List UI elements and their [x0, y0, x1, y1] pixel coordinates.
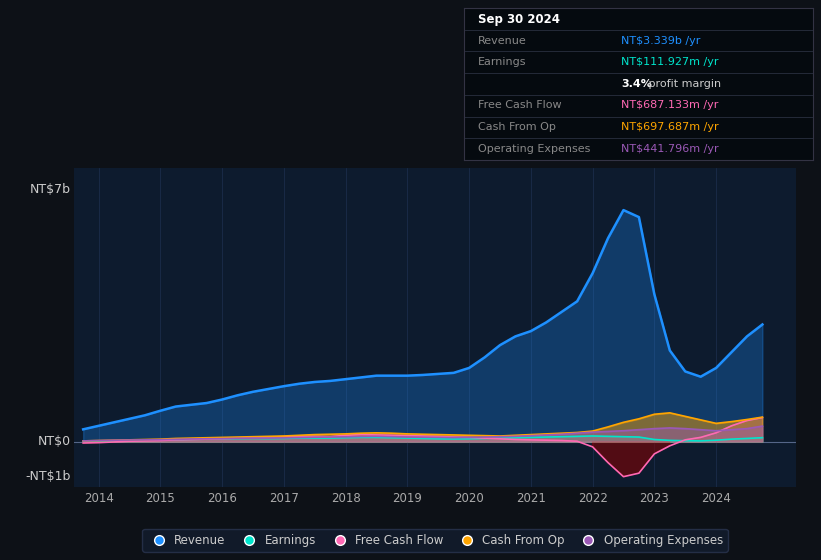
Text: Sep 30 2024: Sep 30 2024 [478, 13, 560, 26]
Text: Cash From Op: Cash From Op [478, 122, 556, 132]
Text: Operating Expenses: Operating Expenses [478, 144, 590, 154]
Text: NT$111.927m /yr: NT$111.927m /yr [621, 57, 718, 67]
Text: NT$3.339b /yr: NT$3.339b /yr [621, 36, 700, 46]
Text: NT$7b: NT$7b [30, 183, 71, 196]
Text: NT$441.796m /yr: NT$441.796m /yr [621, 144, 718, 154]
Text: -NT$1b: -NT$1b [25, 470, 71, 483]
Text: NT$697.687m /yr: NT$697.687m /yr [621, 122, 718, 132]
Text: Free Cash Flow: Free Cash Flow [478, 100, 562, 110]
Text: profit margin: profit margin [645, 79, 722, 89]
Text: NT$0: NT$0 [38, 435, 71, 448]
Text: Earnings: Earnings [478, 57, 526, 67]
Text: NT$687.133m /yr: NT$687.133m /yr [621, 100, 718, 110]
Legend: Revenue, Earnings, Free Cash Flow, Cash From Op, Operating Expenses: Revenue, Earnings, Free Cash Flow, Cash … [143, 529, 727, 552]
Text: 3.4%: 3.4% [621, 79, 652, 89]
Text: Revenue: Revenue [478, 36, 526, 46]
